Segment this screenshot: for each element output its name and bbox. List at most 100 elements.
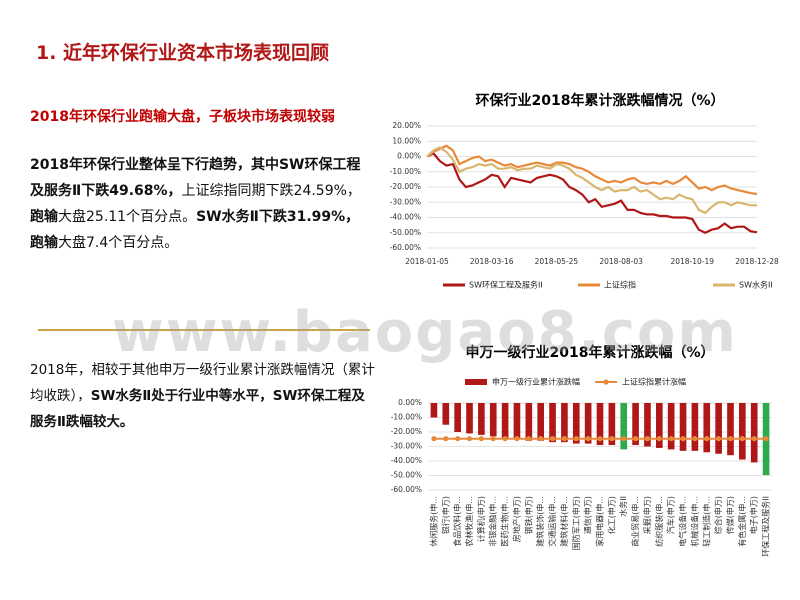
- x-tick-label: 钢铁(申万): [523, 496, 533, 534]
- line-point: [549, 436, 556, 442]
- x-tick-label: 汽车(申万): [666, 496, 676, 534]
- x-tick-label: 电子(申万): [749, 496, 759, 534]
- y-tick-label: 0.00%: [397, 152, 421, 161]
- x-tick-label: 电气设备(申...: [678, 496, 688, 547]
- x-tick-label: 轻工制造(申...: [701, 496, 711, 547]
- line-point: [478, 436, 484, 442]
- line-point: [538, 436, 544, 442]
- line-point: [716, 436, 722, 442]
- legend-label: 上证综指: [604, 280, 636, 290]
- legend-label: SW水务II: [739, 280, 773, 290]
- line-point: [621, 436, 627, 442]
- line-series: [426, 146, 757, 215]
- y-tick-label: -20.00%: [390, 182, 421, 191]
- legend-label: SW环保工程及服务II: [469, 280, 543, 290]
- chart-title: 申万一级行业2018年累计涨跌幅（%）: [466, 344, 715, 361]
- x-tick-label: 休闲服务(申...: [428, 496, 438, 547]
- bar: [549, 403, 556, 443]
- x-tick-label: 医药生物(申...: [500, 496, 510, 547]
- text-run: 2018年，相较于其他申万一级行业累计涨跌幅情况（累计均收跌），: [30, 362, 375, 404]
- x-tick-label: 通信(申万): [583, 496, 593, 534]
- line-point: [455, 436, 461, 442]
- line-point: [573, 436, 579, 442]
- bar: [454, 403, 461, 432]
- watermark: www.baogao8.com: [112, 300, 738, 365]
- x-tick-label: 传媒(申万): [725, 496, 735, 534]
- bar: [442, 403, 450, 425]
- bar: [478, 403, 485, 435]
- line-point: [704, 436, 710, 442]
- text-run: 大盘7.4个百分点。: [58, 235, 179, 251]
- line-point: [561, 436, 568, 442]
- bar: [620, 403, 628, 450]
- x-tick-label: 交通运输(申...: [547, 496, 557, 547]
- line-point: [490, 436, 496, 442]
- paragraph: 2018年环保行业整体呈下行趋势，其中SW环保工程及服务Ⅱ下跌49.68%，上证…: [30, 152, 370, 256]
- x-tick-label: 计算机(申万): [476, 496, 486, 542]
- line-point: [609, 436, 615, 442]
- subtitle: 2018年环保行业跑输大盘，子板块市场表现较弱: [30, 109, 335, 125]
- x-tick-label: 有色金属(申...: [737, 496, 747, 547]
- separator: [38, 329, 370, 331]
- x-tick-label: 商业贸易(申...: [630, 496, 640, 547]
- chart-title: 环保行业2018年累计涨跌幅情况（%）: [476, 92, 725, 109]
- line-series: [426, 152, 758, 235]
- line-point: [680, 436, 686, 442]
- line-point: [431, 436, 437, 442]
- x-tick-label: 2018-03-16: [470, 257, 514, 266]
- text-run: SW水务Ⅱ下跌31.99%，跑输: [30, 209, 360, 251]
- bar: [727, 403, 734, 456]
- line-point: [514, 436, 520, 442]
- line-point: [526, 436, 532, 442]
- line-point: [751, 436, 757, 442]
- bar: [750, 403, 758, 463]
- slide-title: 1. 近年环保行业资本市场表现回顾: [36, 42, 330, 64]
- x-tick-label: 2018-12-28: [735, 257, 779, 266]
- y-tick-label: -10.00%: [390, 167, 421, 176]
- y-tick-label: -50.00%: [391, 471, 422, 480]
- y-tick-label: 0.00%: [398, 398, 422, 407]
- bar: [608, 403, 616, 446]
- y-tick-label: -50.00%: [390, 228, 421, 237]
- line-series: [426, 144, 758, 196]
- bar: [561, 403, 568, 443]
- line-point: [597, 436, 603, 442]
- line-point: [443, 436, 449, 442]
- paragraph: 2018年，相较于其他申万一级行业累计涨跌幅情况（累计均收跌），SW水务Ⅱ处于行…: [30, 357, 375, 435]
- text-run: 跑输: [30, 209, 58, 225]
- x-tick-label: 非银金融(申...: [488, 496, 498, 547]
- y-tick-label: 20.00%: [392, 121, 421, 130]
- bar: [430, 403, 438, 418]
- x-tick-label: 采掘(申万): [642, 496, 652, 534]
- x-tick-label: 食品饮料(申...: [452, 496, 462, 547]
- bar: [667, 403, 675, 450]
- line-point: [763, 436, 769, 442]
- y-tick-label: 10.00%: [392, 136, 421, 145]
- y-tick-label: -30.00%: [391, 442, 422, 451]
- bar: [572, 403, 580, 444]
- line-point: [632, 436, 639, 442]
- x-tick-label: 纺织服装(申...: [654, 496, 664, 547]
- x-tick-label: 化工(申万): [606, 496, 616, 534]
- bar: [679, 403, 687, 451]
- x-tick-label: 银行(申万): [440, 496, 450, 534]
- y-tick-label: -60.00%: [390, 243, 421, 252]
- bar: [501, 403, 509, 438]
- bar: [632, 403, 639, 446]
- x-tick-label: 国防军工(申万): [571, 496, 581, 550]
- bar: [596, 403, 604, 446]
- line-point: [727, 436, 734, 442]
- line-point: [644, 436, 651, 442]
- text-run: 上证综指同期下跌24.59%，: [181, 183, 361, 199]
- text-run: SW水务Ⅱ处于行业中等水平，SW环保工程及服务Ⅱ跌幅较大。: [30, 388, 365, 430]
- bar: [584, 403, 592, 444]
- text-run: 大盘25.11个百分点。: [58, 209, 197, 225]
- x-tick-label: 建筑装饰(申...: [535, 496, 545, 547]
- x-tick-label: 家用电器(申...: [595, 496, 605, 547]
- x-tick-label: 环保工程及服务II: [761, 496, 771, 557]
- y-tick-label: -60.00%: [391, 485, 422, 494]
- y-tick-label: -30.00%: [390, 197, 421, 206]
- x-tick-label: 机械设备(申...: [689, 496, 699, 547]
